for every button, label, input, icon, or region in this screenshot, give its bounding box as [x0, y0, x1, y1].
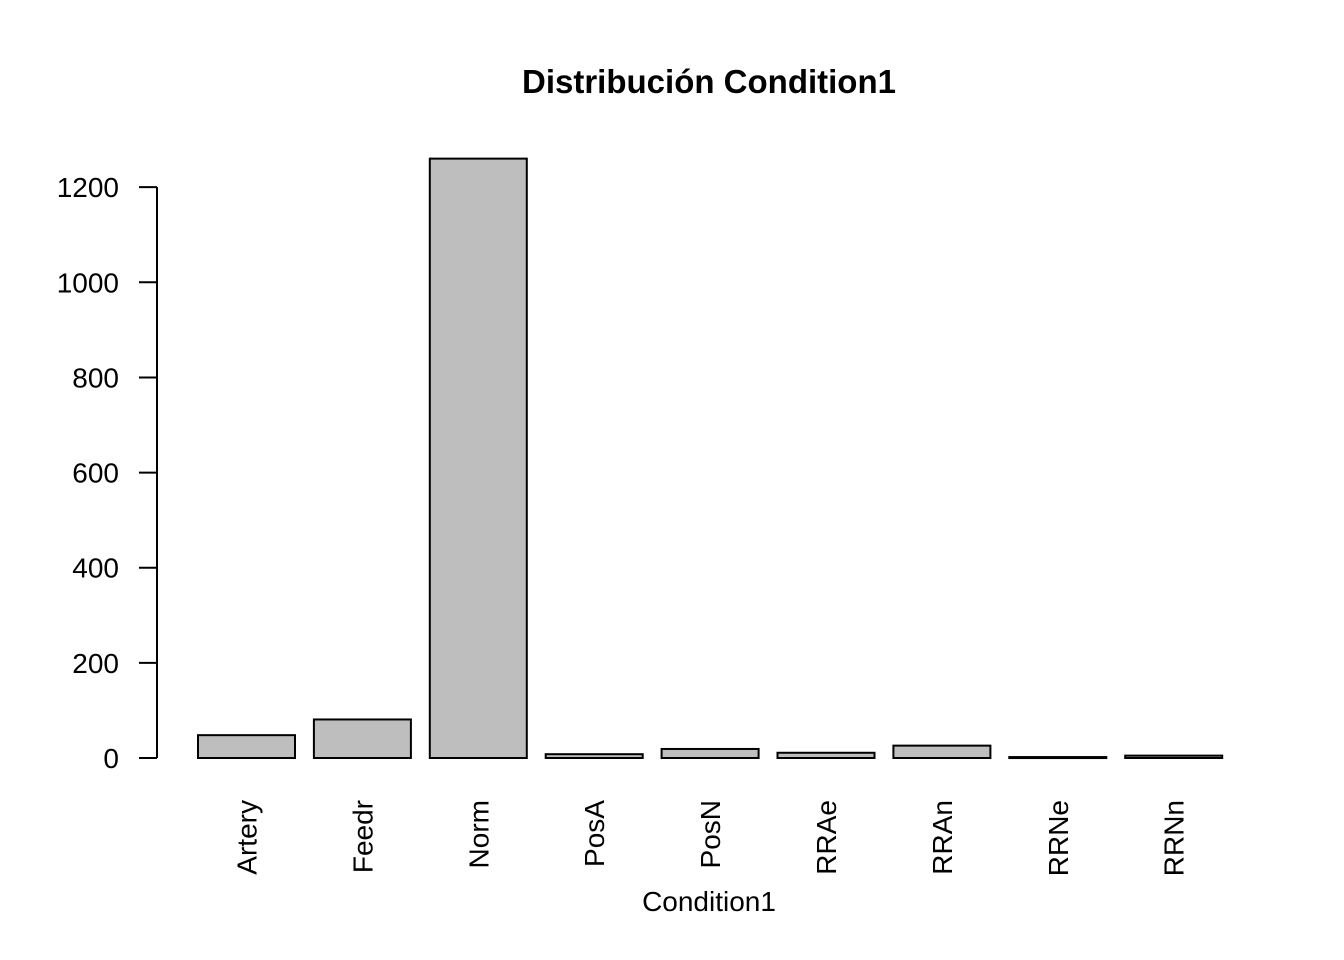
y-axis: 0 200 400 600 800 1000 1200 [57, 172, 158, 774]
x-axis-label: Condition1 [642, 886, 776, 917]
bar-posn [660, 747, 760, 759]
bar-rrne [1008, 756, 1108, 760]
x-tick-label: PosN [695, 800, 726, 868]
bar-rrnn [1124, 754, 1224, 760]
x-tick-label: RRNe [1043, 800, 1074, 876]
x-tick-label: PosA [579, 800, 610, 867]
x-tick-label: Artery [232, 800, 263, 875]
bars [197, 157, 1224, 760]
bar-norm [428, 157, 528, 760]
x-tick-label: RRAe [811, 800, 842, 875]
bar-feedr [312, 718, 412, 760]
y-tick-label: 1200 [57, 172, 119, 203]
y-tick-label: 800 [72, 362, 119, 393]
y-tick-label: 400 [72, 553, 119, 584]
y-tick-label: 1000 [57, 267, 119, 298]
x-tick-label: RRAn [927, 800, 958, 875]
bar-rrae [776, 751, 876, 759]
y-tick-label: 600 [72, 458, 119, 489]
x-tick-label: Feedr [347, 800, 378, 873]
y-tick-label: 0 [103, 743, 119, 774]
bar-artery [197, 734, 296, 759]
bar-rran [892, 744, 992, 759]
x-tick-label: Norm [463, 800, 494, 868]
x-tick-labels: Artery Feedr Norm PosA PosN RRAe RRAn RRNe RRNn [232, 800, 1190, 877]
chart-title: Distribución Condition1 [522, 63, 896, 100]
x-tick-label: RRNn [1159, 800, 1190, 876]
y-tick-label: 200 [72, 648, 119, 679]
bar-posa [544, 753, 644, 759]
